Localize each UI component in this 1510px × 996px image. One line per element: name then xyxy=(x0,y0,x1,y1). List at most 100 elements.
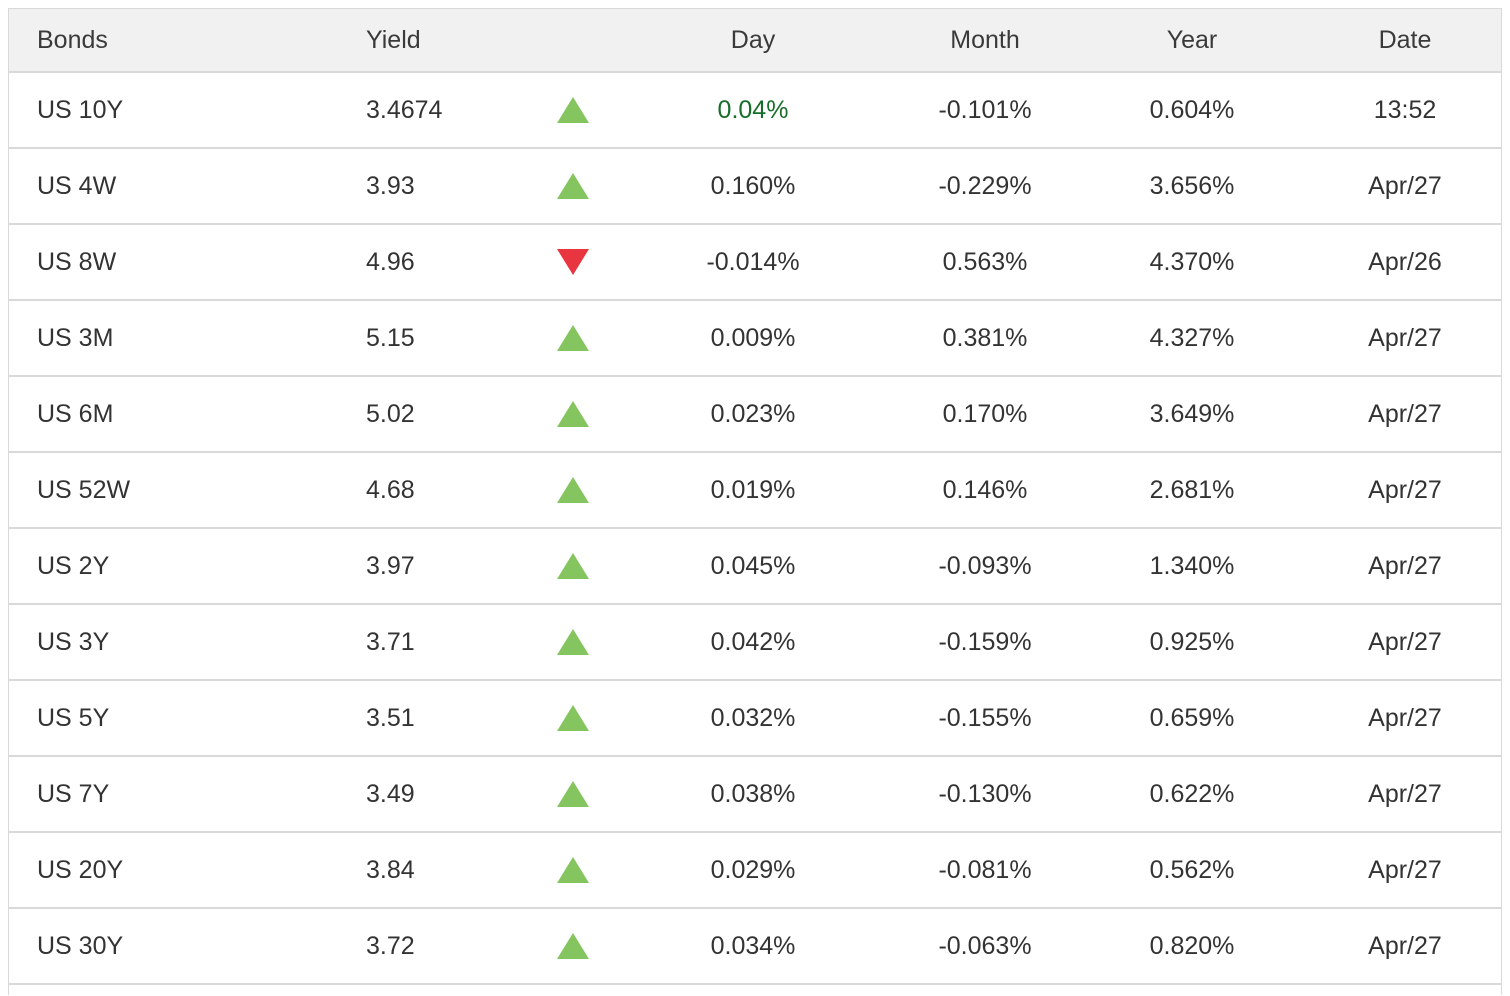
bond-name[interactable]: US 5Y xyxy=(37,703,110,732)
bond-name[interactable]: US 52W xyxy=(37,475,131,504)
year-change: 3.656% xyxy=(1149,171,1235,200)
table-row[interactable]: US 3M 5.15 0.009% 0.381% 4.327% Apr/27 xyxy=(9,301,1501,377)
up-triangle-icon xyxy=(557,97,589,123)
bond-name[interactable]: US 6M xyxy=(37,399,114,428)
yield-value: 3.51 xyxy=(366,703,415,732)
quote-date: Apr/27 xyxy=(1368,399,1442,428)
year-change: 4.370% xyxy=(1149,247,1235,276)
table-row[interactable]: US 52W 4.68 0.019% 0.146% 2.681% Apr/27 xyxy=(9,453,1501,529)
quote-date: Apr/27 xyxy=(1368,703,1442,732)
yield-value: 4.96 xyxy=(366,247,415,276)
month-change: 0.563% xyxy=(942,247,1028,276)
up-triangle-icon xyxy=(557,325,589,351)
year-change: 0.659% xyxy=(1149,703,1235,732)
yield-value: 3.84 xyxy=(366,855,415,884)
day-change: 0.160% xyxy=(710,171,796,200)
month-change: -0.063% xyxy=(938,931,1032,960)
year-change: 4.327% xyxy=(1149,323,1235,352)
month-change: -0.101% xyxy=(938,95,1032,124)
column-header-year: Year xyxy=(1166,25,1218,54)
yield-value: 4.68 xyxy=(366,475,415,504)
up-triangle-icon xyxy=(557,705,589,731)
bond-name[interactable]: US 8W xyxy=(37,247,117,276)
bond-name[interactable]: US 30Y xyxy=(37,931,124,960)
yield-value: 3.71 xyxy=(366,627,415,656)
yield-value: 3.49 xyxy=(366,779,415,808)
month-change: -0.159% xyxy=(938,627,1032,656)
bond-name[interactable]: US 3M xyxy=(37,323,114,352)
table-row[interactable]: US 20Y 3.84 0.029% -0.081% 0.562% Apr/27 xyxy=(9,833,1501,909)
table-row[interactable]: US 5Y 3.51 0.032% -0.155% 0.659% Apr/27 xyxy=(9,681,1501,757)
up-triangle-icon xyxy=(557,857,589,883)
day-change: 0.029% xyxy=(710,855,796,884)
year-change: 0.562% xyxy=(1149,855,1235,884)
day-change: 0.023% xyxy=(710,399,796,428)
up-triangle-icon xyxy=(557,477,589,503)
month-change: -0.081% xyxy=(938,855,1032,884)
day-change: 0.019% xyxy=(710,475,796,504)
year-change: 3.649% xyxy=(1149,399,1235,428)
quote-date: Apr/27 xyxy=(1368,931,1442,960)
quote-date: Apr/27 xyxy=(1368,551,1442,580)
down-triangle-icon xyxy=(557,249,589,275)
column-header-date: Date xyxy=(1378,25,1432,54)
quote-date: Apr/27 xyxy=(1368,779,1442,808)
table-row[interactable]: US 2Y 3.97 0.045% -0.093% 1.340% Apr/27 xyxy=(9,529,1501,605)
table-body: US 10Y 3.4674 0.04% -0.101% 0.604% 13:52… xyxy=(9,73,1501,985)
yield-value: 3.4674 xyxy=(366,95,443,124)
bond-name[interactable]: US 2Y xyxy=(37,551,110,580)
up-triangle-icon xyxy=(557,629,589,655)
quote-date: 13:52 xyxy=(1373,95,1437,124)
day-change: 0.04% xyxy=(717,95,789,124)
up-triangle-icon xyxy=(557,933,589,959)
quote-date: Apr/26 xyxy=(1368,247,1442,276)
yield-value: 3.97 xyxy=(366,551,415,580)
bond-name[interactable]: US 4W xyxy=(37,171,117,200)
table-row[interactable]: US 7Y 3.49 0.038% -0.130% 0.622% Apr/27 xyxy=(9,757,1501,833)
bond-name[interactable]: US 7Y xyxy=(37,779,110,808)
table-row[interactable]: US 10Y 3.4674 0.04% -0.101% 0.604% 13:52 xyxy=(9,73,1501,149)
up-triangle-icon xyxy=(557,781,589,807)
month-change: 0.170% xyxy=(942,399,1028,428)
clipped-next-row xyxy=(9,985,1501,995)
bond-name[interactable]: US 10Y xyxy=(37,95,124,124)
year-change: 0.622% xyxy=(1149,779,1235,808)
day-change: 0.042% xyxy=(710,627,796,656)
bond-name[interactable]: US 20Y xyxy=(37,855,124,884)
yield-value: 3.93 xyxy=(366,171,415,200)
bond-name[interactable]: US 3Y xyxy=(37,627,110,656)
month-change: 0.381% xyxy=(942,323,1028,352)
up-triangle-icon xyxy=(557,173,589,199)
quote-date: Apr/27 xyxy=(1368,171,1442,200)
table-row[interactable]: US 3Y 3.71 0.042% -0.159% 0.925% Apr/27 xyxy=(9,605,1501,681)
quote-date: Apr/27 xyxy=(1368,323,1442,352)
month-change: -0.229% xyxy=(938,171,1032,200)
quote-date: Apr/27 xyxy=(1368,627,1442,656)
yield-value: 3.72 xyxy=(366,931,415,960)
up-triangle-icon xyxy=(557,553,589,579)
table-row[interactable]: US 6M 5.02 0.023% 0.170% 3.649% Apr/27 xyxy=(9,377,1501,453)
year-change: 1.340% xyxy=(1149,551,1235,580)
column-header-bonds: Bonds xyxy=(37,25,108,54)
quote-date: Apr/27 xyxy=(1368,855,1442,884)
table-row[interactable]: US 30Y 3.72 0.034% -0.063% 0.820% Apr/27 xyxy=(9,909,1501,985)
quote-date: Apr/27 xyxy=(1368,475,1442,504)
year-change: 0.604% xyxy=(1149,95,1235,124)
column-header-yield: Yield xyxy=(366,25,421,54)
table-row[interactable]: US 4W 3.93 0.160% -0.229% 3.656% Apr/27 xyxy=(9,149,1501,225)
day-change: 0.038% xyxy=(710,779,796,808)
yield-value: 5.15 xyxy=(366,323,415,352)
month-change: -0.155% xyxy=(938,703,1032,732)
year-change: 0.925% xyxy=(1149,627,1235,656)
day-change: -0.014% xyxy=(706,247,800,276)
column-header-month: Month xyxy=(950,25,1020,54)
month-change: -0.093% xyxy=(938,551,1032,580)
day-change: 0.009% xyxy=(710,323,796,352)
table-row[interactable]: US 8W 4.96 -0.014% 0.563% 4.370% Apr/26 xyxy=(9,225,1501,301)
day-change: 0.045% xyxy=(710,551,796,580)
month-change: -0.130% xyxy=(938,779,1032,808)
day-change: 0.034% xyxy=(710,931,796,960)
month-change: 0.146% xyxy=(942,475,1028,504)
up-triangle-icon xyxy=(557,401,589,427)
day-change: 0.032% xyxy=(710,703,796,732)
